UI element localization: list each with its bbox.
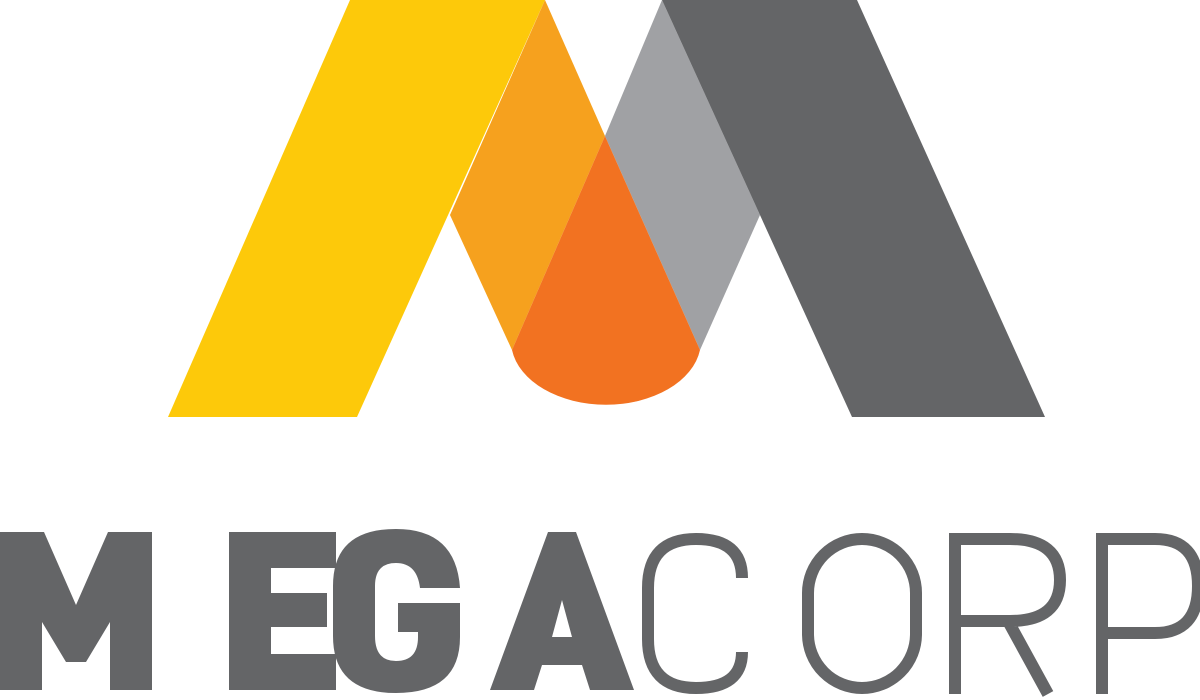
m-mark-gray-dark-stroke <box>662 0 1045 417</box>
megacorp-m-mark-icon <box>168 0 1045 417</box>
m-mark-gray-light-overlap <box>605 0 760 350</box>
wordmark-light-corp <box>642 532 1200 697</box>
m-mark-orange-dark-drop <box>512 136 700 405</box>
wordmark-bold-mega <box>0 529 634 693</box>
megacorp-wordmark <box>0 529 1200 697</box>
m-mark-yellow-stroke <box>168 0 545 417</box>
m-mark-orange-light-overlap <box>450 0 605 350</box>
